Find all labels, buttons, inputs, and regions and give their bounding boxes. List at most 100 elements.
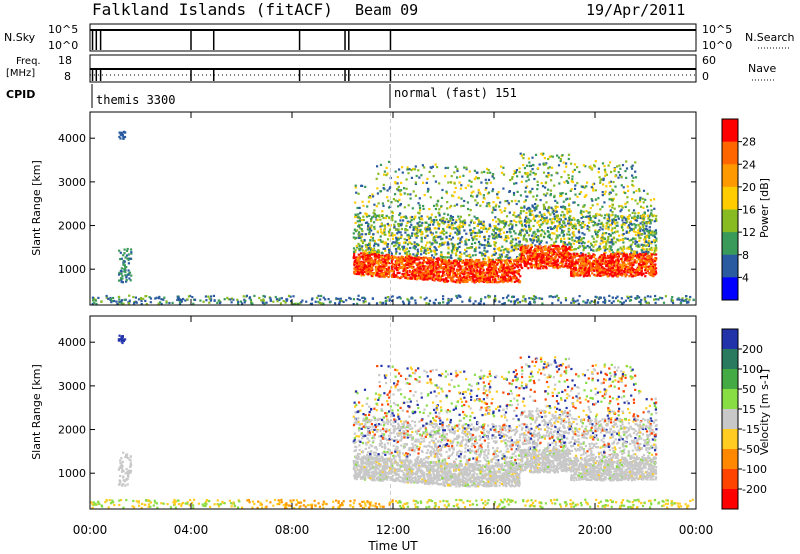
data-cell <box>476 266 478 268</box>
data-cell <box>355 237 357 239</box>
data-cell <box>460 188 462 190</box>
data-cell <box>617 267 619 269</box>
data-cell <box>484 253 486 255</box>
data-cell <box>93 302 95 304</box>
data-cell <box>627 190 629 192</box>
data-cell <box>539 211 541 213</box>
data-cell <box>563 201 565 203</box>
data-cell <box>598 214 600 216</box>
nsky-label: N.Sky <box>4 31 36 44</box>
data-cell <box>650 270 652 272</box>
data-cell <box>118 250 120 252</box>
data-cell <box>653 240 655 242</box>
data-cell <box>409 247 411 249</box>
data-cell <box>120 302 122 304</box>
data-cell <box>509 212 511 214</box>
data-cell <box>512 214 514 216</box>
data-cell <box>420 174 422 176</box>
data-cell <box>531 210 533 212</box>
data-cell <box>427 188 429 190</box>
data-cell <box>381 252 383 254</box>
data-cell <box>492 175 494 177</box>
data-cell <box>368 201 370 203</box>
data-cell <box>590 262 592 264</box>
data-cell <box>540 153 542 155</box>
data-cell <box>599 182 601 184</box>
data-cell <box>130 248 132 250</box>
data-cell <box>611 275 613 277</box>
data-cell <box>400 224 402 226</box>
data-cell <box>610 224 612 226</box>
data-cell <box>418 177 420 179</box>
data-cell <box>430 196 432 198</box>
data-cell <box>602 241 604 243</box>
nave-label: Nave <box>748 62 776 75</box>
data-cell <box>525 199 527 201</box>
data-cell <box>460 238 462 240</box>
data-cell <box>385 257 387 259</box>
data-cell <box>126 275 128 277</box>
data-cell <box>438 268 440 270</box>
data-cell <box>128 262 130 264</box>
data-cell <box>451 222 453 224</box>
data-cell <box>191 296 193 298</box>
data-cell <box>355 222 357 224</box>
data-cell <box>416 175 418 177</box>
data-cell <box>608 193 610 195</box>
data-cell <box>655 218 657 220</box>
data-cell <box>384 171 386 173</box>
data-cell <box>622 164 624 166</box>
data-cell <box>573 243 575 245</box>
data-cell <box>633 251 635 253</box>
data-cell <box>510 258 512 260</box>
data-cell <box>644 298 646 300</box>
data-cell <box>450 220 452 222</box>
data-cell <box>269 297 271 299</box>
data-cell <box>655 245 657 247</box>
data-cell <box>373 212 375 214</box>
data-cell <box>517 257 519 259</box>
data-cell <box>490 268 492 270</box>
data-cell <box>480 298 482 300</box>
data-cell <box>595 215 597 217</box>
data-cell <box>421 222 423 224</box>
data-cell <box>463 167 465 169</box>
data-cell <box>404 232 406 234</box>
data-cell <box>411 273 413 275</box>
data-cell <box>368 259 370 261</box>
data-cell <box>328 298 330 300</box>
data-cell <box>329 301 331 303</box>
data-cell <box>513 212 515 214</box>
data-cell <box>561 252 563 254</box>
data-cell <box>371 193 373 195</box>
data-cell <box>571 178 573 180</box>
data-cell <box>386 246 388 248</box>
data-cell <box>372 239 374 241</box>
data-cell <box>564 242 566 244</box>
data-cell <box>186 298 188 300</box>
data-cell <box>439 277 441 279</box>
data-cell <box>441 254 443 256</box>
data-cell <box>445 266 447 268</box>
data-cell <box>571 188 573 190</box>
data-cell <box>627 297 629 299</box>
data-cell <box>224 298 226 300</box>
data-cell <box>371 224 373 226</box>
data-cell <box>408 303 410 305</box>
data-cell <box>411 297 413 299</box>
data-cell <box>453 280 455 282</box>
data-cell <box>400 194 402 196</box>
data-cell <box>576 166 578 168</box>
data-cell <box>188 295 190 297</box>
data-cell <box>533 225 535 227</box>
data-cell <box>378 202 380 204</box>
data-cell <box>497 257 499 259</box>
data-cell <box>599 226 601 228</box>
data-cell <box>599 275 601 277</box>
data-cell <box>625 300 627 302</box>
data-cell <box>126 258 128 260</box>
data-cell <box>520 207 522 209</box>
data-cell <box>568 224 570 226</box>
data-cell <box>414 299 416 301</box>
data-cell <box>649 296 651 298</box>
